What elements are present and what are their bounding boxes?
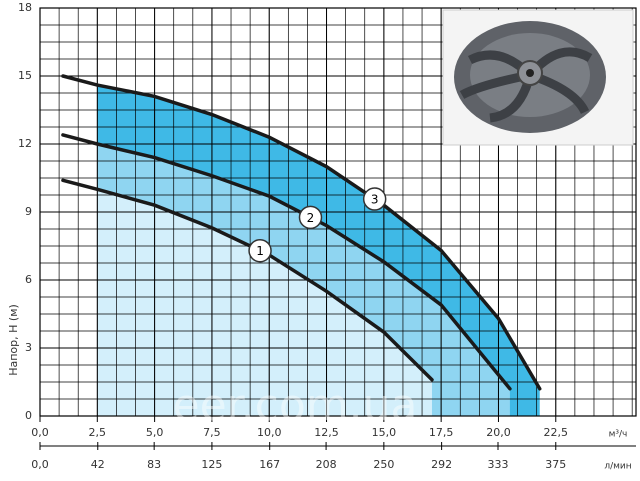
x2-tick-label: 42 xyxy=(91,458,105,471)
x2-tick-label: 125 xyxy=(201,458,222,471)
x2-tick-label: 83 xyxy=(147,458,161,471)
impeller-hole xyxy=(526,69,534,77)
curve-label: 2 xyxy=(307,211,315,225)
watermark: eer.com.ua xyxy=(173,380,418,431)
x-tick-label: 0,0 xyxy=(31,426,49,439)
x2-tick-label: 208 xyxy=(316,458,337,471)
curve-badge xyxy=(298,205,323,230)
x-tick-label: 10,0 xyxy=(257,426,282,439)
x-tick-label: 20,0 xyxy=(486,426,511,439)
impeller-photo xyxy=(442,9,634,146)
y-tick-label: 9 xyxy=(25,205,32,218)
y-axis-label: Напор, H (м) xyxy=(7,304,20,376)
x-tick-label: 2,5 xyxy=(89,426,107,439)
curve-badge xyxy=(362,187,387,211)
x2-tick-label: 375 xyxy=(545,458,566,471)
y-tick-label: 12 xyxy=(18,137,32,150)
x-tick-label: 17,5 xyxy=(429,426,454,439)
y-tick-label: 3 xyxy=(25,341,32,354)
y-tick-label: 18 xyxy=(18,1,32,14)
x-tick-label: 7,5 xyxy=(203,426,221,439)
grid xyxy=(39,7,637,450)
curve-badge xyxy=(248,238,272,263)
x2-tick-label: 167 xyxy=(259,458,280,471)
curve-label: 3 xyxy=(371,193,379,207)
y-tick-label: 0 xyxy=(25,409,32,422)
plot-frame xyxy=(39,7,637,417)
x-tick-label: 22,5 xyxy=(544,426,569,439)
x2-tick-label: 0,0 xyxy=(31,458,49,471)
x2-tick-label: 250 xyxy=(373,458,394,471)
x2-unit: л/мин xyxy=(604,462,631,472)
y-tick-label: 15 xyxy=(18,69,32,82)
x-tick-label: 5,0 xyxy=(146,426,164,439)
x-tick-label: 15,0 xyxy=(372,426,397,439)
y-tick-label: 6 xyxy=(25,273,32,286)
x-unit: м³/ч xyxy=(609,430,628,440)
curve xyxy=(61,178,434,382)
x2-tick-label: 292 xyxy=(431,458,452,471)
x2-tick-label: 333 xyxy=(488,458,509,471)
x-tick-label: 12,5 xyxy=(314,426,339,439)
curves: 1 2 3 xyxy=(61,74,542,391)
curve-label: 1 xyxy=(256,244,264,258)
curve xyxy=(61,133,512,391)
impeller-vanes xyxy=(459,47,593,123)
curve xyxy=(61,74,542,391)
